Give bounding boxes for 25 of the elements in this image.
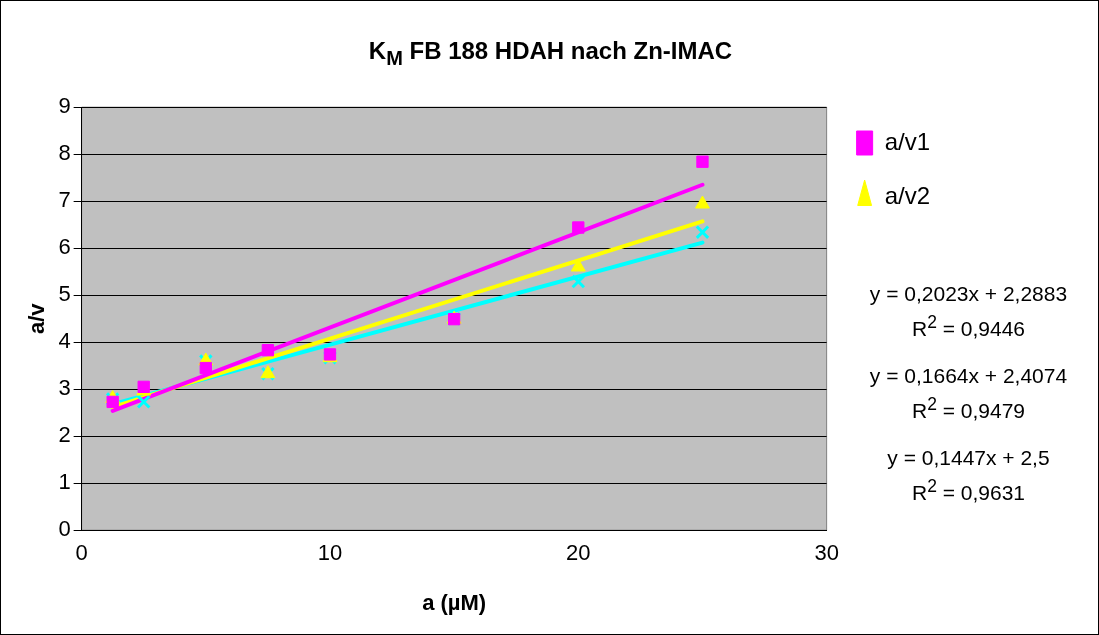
y-tick-label: 6 (58, 234, 71, 260)
text: y = 0,2023x + 2,2883 (868, 281, 1069, 307)
y-tick-label: 0 (58, 516, 71, 542)
text: y = 0,1664x + 2,4074 (868, 363, 1069, 389)
text: R$^{2}$ = 0,9446 (910, 311, 1027, 342)
x-tick-label: 30 (814, 540, 839, 566)
text: R$^{2}$ = 0,9479 (910, 393, 1027, 424)
y-tick-label: 4 (58, 328, 71, 354)
legend-label: a/v2 (884, 181, 931, 209)
y-axis-title: a/v (24, 302, 50, 334)
y-tick-label: 8 (58, 140, 71, 166)
x-tick-label: 0 (75, 540, 88, 566)
y-tick-label: 9 (58, 93, 71, 119)
text: R$^{2}$ = 0,9631 (910, 475, 1027, 506)
chart-title: K$_{M}$ FB 188 HDAH nach Zn-IMAC (367, 37, 734, 70)
y-tick-label: 7 (58, 187, 71, 213)
x-axis-title: a (µM) (422, 589, 487, 615)
x-tick-label: 20 (566, 540, 591, 566)
x-tick-label: 10 (317, 540, 343, 566)
legend-label: a/v1 (884, 127, 931, 155)
y-tick-label: 5 (58, 281, 71, 307)
y-tick-label: 1 (58, 469, 71, 495)
text: y = 0,1447x + 2,5 (886, 445, 1051, 471)
y-tick-label: 3 (58, 375, 71, 401)
y-tick-label: 2 (58, 422, 71, 448)
